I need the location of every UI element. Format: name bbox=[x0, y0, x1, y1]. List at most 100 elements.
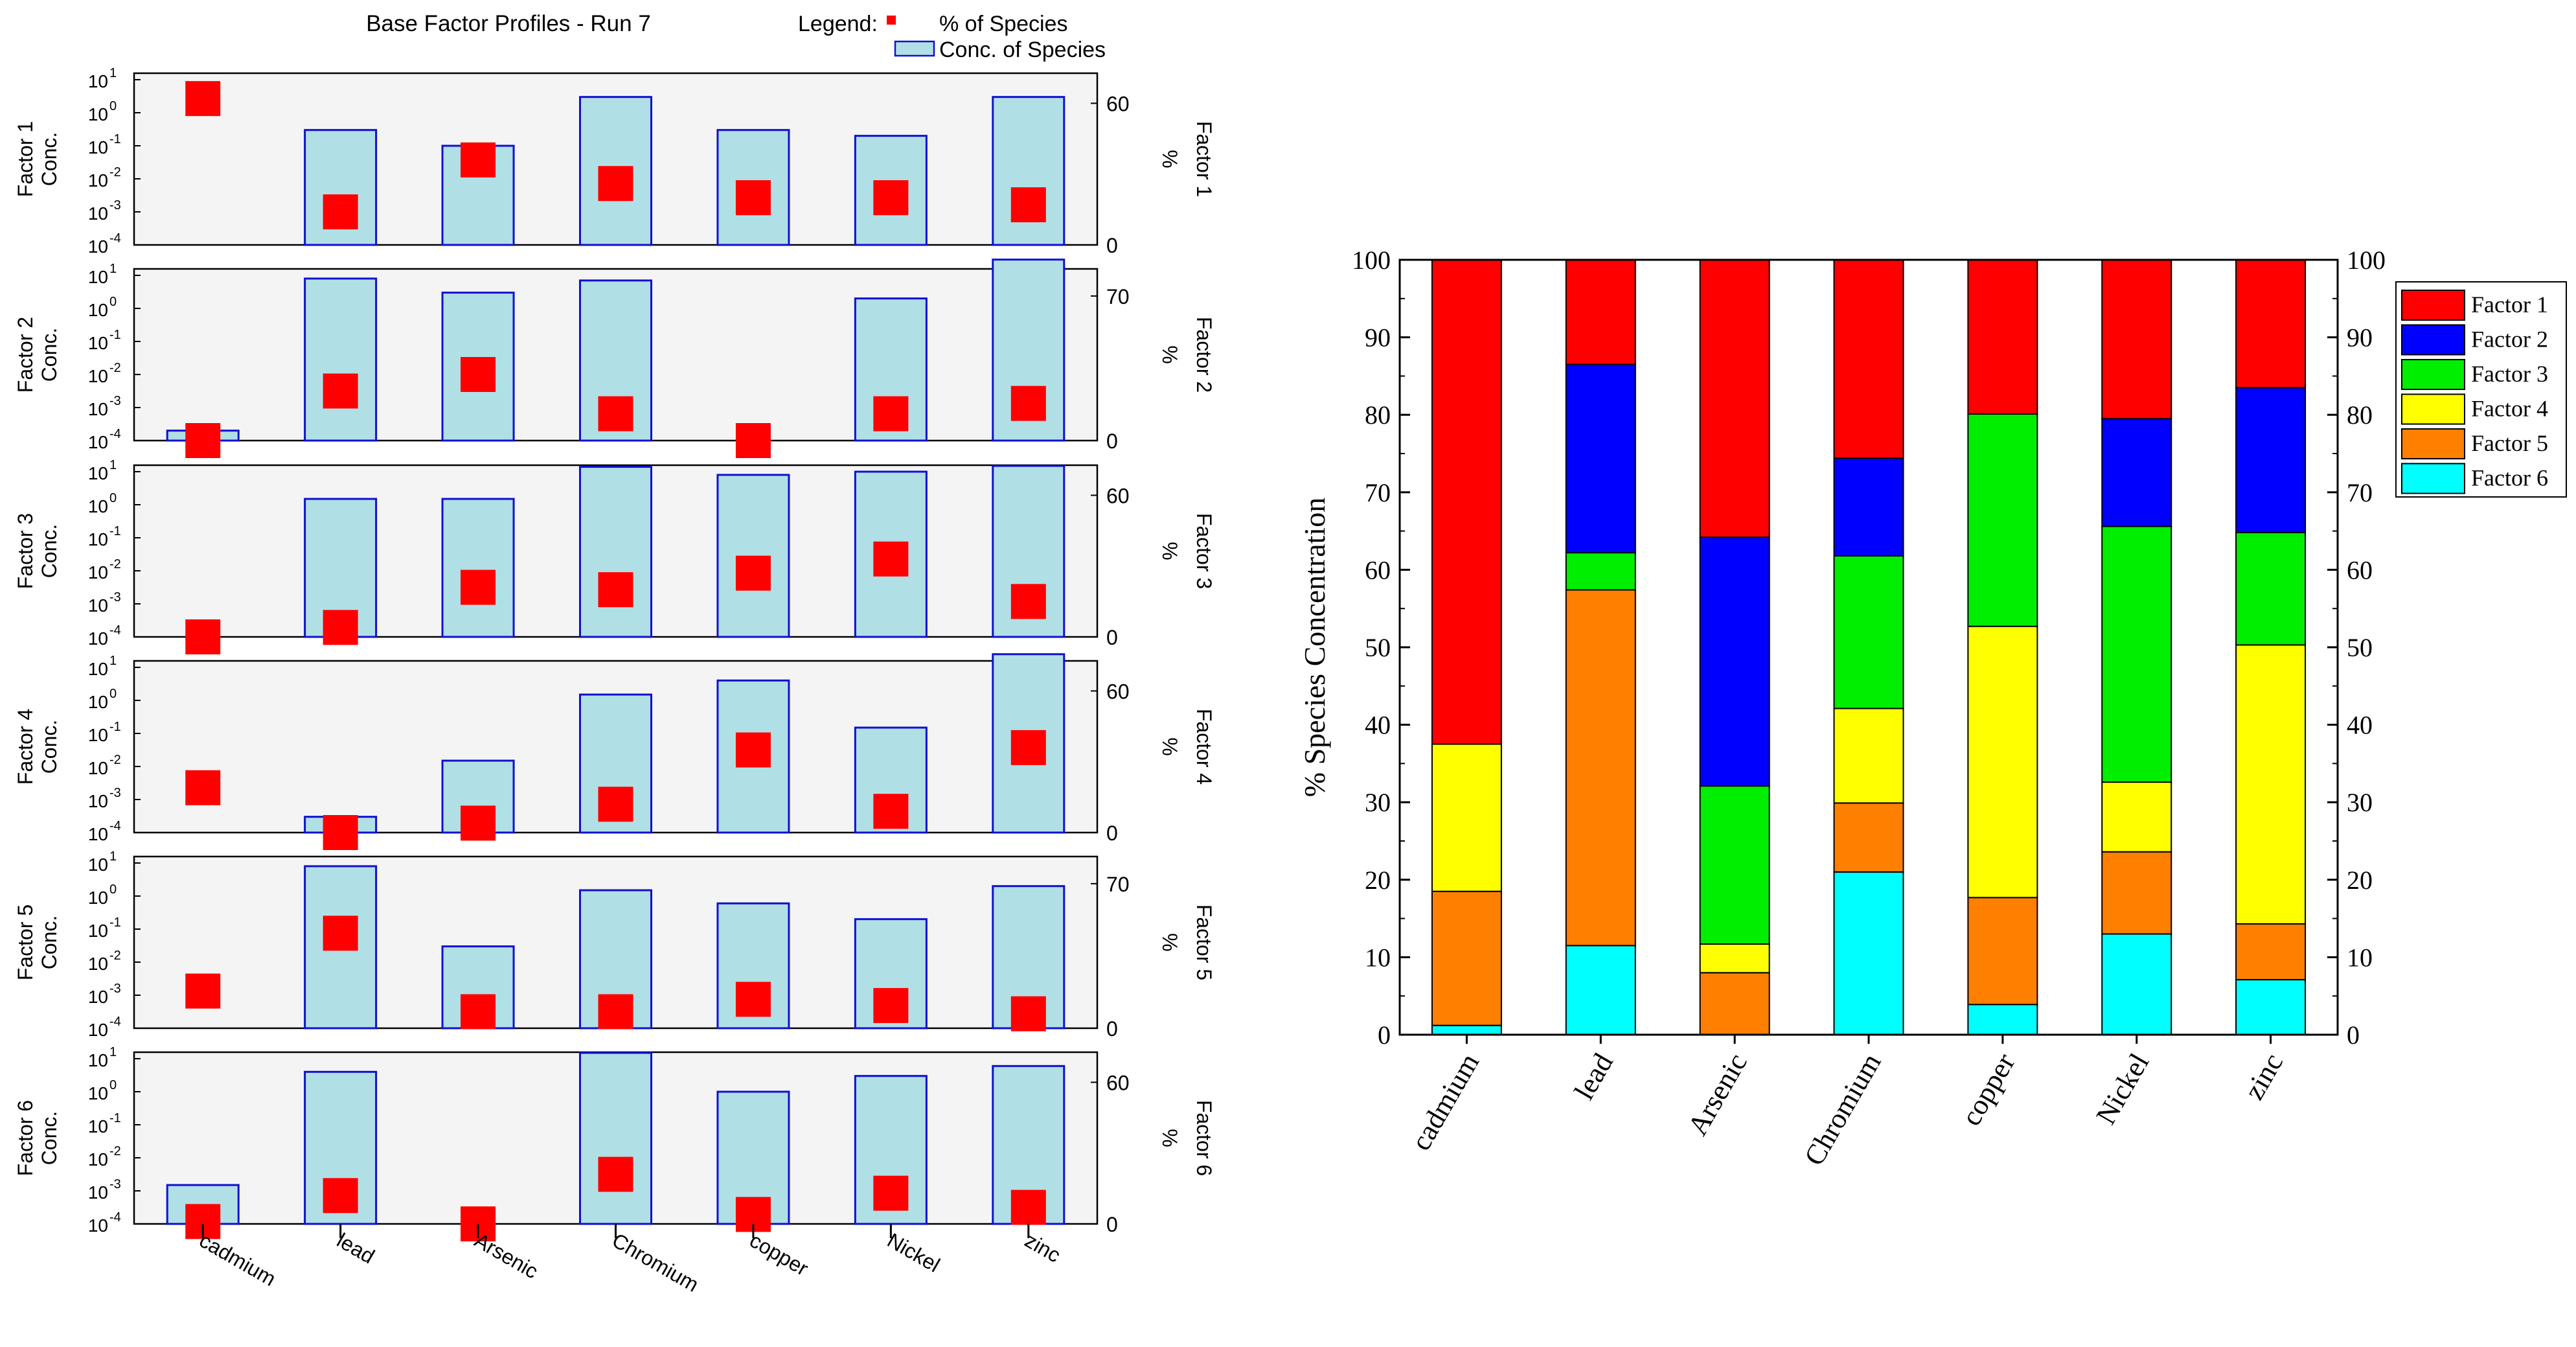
panel-right-label: Factor 2 bbox=[1192, 317, 1216, 393]
conc-bar bbox=[579, 1052, 652, 1225]
percent-marker bbox=[185, 619, 221, 654]
left-tick-exponent: 1 bbox=[109, 1045, 117, 1059]
percent-marker bbox=[598, 1157, 633, 1192]
left-tick-exponent: -3 bbox=[109, 982, 121, 996]
left-tick-label: 10 bbox=[88, 1149, 108, 1169]
left-tick-exponent: -3 bbox=[109, 394, 121, 408]
left-axis-tick-label: 0 bbox=[1378, 1020, 1391, 1050]
stack-segment bbox=[2101, 259, 2172, 420]
stack-segment bbox=[1699, 536, 1770, 787]
right-axis-tick-label: 50 bbox=[2347, 633, 2373, 662]
stack-segment bbox=[1565, 589, 1636, 947]
left-tick-exponent: -2 bbox=[109, 753, 121, 767]
stack-segment bbox=[2235, 387, 2307, 533]
percent-marker bbox=[185, 423, 221, 458]
left-tick-label: 10 bbox=[88, 954, 108, 974]
stack-segment bbox=[2101, 525, 2172, 783]
panel-right-unit: % bbox=[1158, 933, 1181, 951]
stack-segment bbox=[1565, 552, 1636, 591]
category-label: Nickel bbox=[2090, 1048, 2155, 1130]
left-tick-exponent: 0 bbox=[109, 687, 117, 701]
right-tick-label: 0 bbox=[1106, 234, 1118, 257]
left-tick-label: 10 bbox=[88, 1020, 108, 1040]
legend-percent-label: % of Species bbox=[939, 12, 1067, 36]
panel-ylabel-unit: Conc. bbox=[38, 1111, 61, 1166]
stack-segment bbox=[1833, 708, 1904, 804]
left-tick-label: 10 bbox=[88, 1116, 108, 1136]
conc-bar bbox=[579, 693, 652, 834]
category-label: copper bbox=[1955, 1048, 2021, 1131]
panel-right-label: Factor 5 bbox=[1192, 904, 1216, 980]
left-axis-tick-label: 100 bbox=[1352, 246, 1391, 275]
left-tick-label: 10 bbox=[88, 1050, 108, 1070]
factor-legend: Factor 1 Factor 2 Factor 3 Factor 4 Factor 5… bbox=[2395, 281, 2567, 498]
stack-segment bbox=[1431, 1024, 1502, 1035]
left-axis-tick-label: 60 bbox=[1365, 555, 1391, 584]
left-tick-exponent: -4 bbox=[109, 1210, 121, 1225]
left-tick-label: 10 bbox=[88, 758, 108, 778]
left-tick-exponent: -3 bbox=[109, 786, 121, 800]
left-tick-exponent: 1 bbox=[109, 458, 117, 472]
right-axis-tick-label: 10 bbox=[2347, 943, 2373, 972]
percent-marker bbox=[873, 180, 909, 216]
category-label: Arsenic bbox=[1681, 1048, 1753, 1141]
left-tick-label: 10 bbox=[88, 659, 108, 679]
stack-segment bbox=[1699, 259, 1770, 538]
left-tick-label: 10 bbox=[88, 987, 108, 1007]
left-axis-tick-label: 90 bbox=[1365, 323, 1391, 352]
left-tick-label: 10 bbox=[88, 921, 108, 941]
category-label: Chromium bbox=[1798, 1048, 1887, 1171]
left-tick-label: 10 bbox=[88, 888, 108, 908]
left-tick-exponent: -1 bbox=[109, 328, 121, 342]
left-tick-label: 10 bbox=[88, 628, 108, 649]
left-tick-label: 10 bbox=[88, 137, 108, 157]
conc-bar bbox=[992, 96, 1066, 246]
stack-segment bbox=[1833, 871, 1904, 1035]
panel-right-label: Factor 6 bbox=[1192, 1100, 1216, 1176]
left-tick-exponent: -1 bbox=[109, 524, 121, 538]
percent-marker bbox=[735, 423, 771, 458]
stack-segment bbox=[1967, 259, 2038, 415]
percent-marker bbox=[873, 987, 909, 1023]
stack-segment bbox=[2235, 259, 2307, 389]
percent-marker bbox=[735, 180, 771, 216]
left-tick-exponent: 0 bbox=[109, 99, 117, 113]
left-tick-label: 10 bbox=[88, 432, 108, 452]
right-axis-tick-label: 90 bbox=[2347, 323, 2373, 352]
left-axis-tick-label: 30 bbox=[1365, 788, 1391, 817]
category-label: copper bbox=[746, 1228, 812, 1280]
percent-marker bbox=[598, 787, 633, 822]
right-tick-label: 0 bbox=[1106, 1017, 1118, 1041]
left-axis-tick-label: 70 bbox=[1365, 478, 1391, 507]
percent-marker bbox=[1010, 584, 1046, 619]
left-tick-label: 10 bbox=[88, 725, 108, 745]
legend-entry: Factor 1 bbox=[2471, 292, 2548, 317]
percent-marker bbox=[873, 1175, 909, 1211]
left-tick-exponent: 0 bbox=[109, 882, 117, 897]
left-axis-tick-label: 10 bbox=[1365, 943, 1391, 972]
percent-marker bbox=[1010, 996, 1046, 1031]
conc-bar bbox=[304, 277, 378, 442]
right-tick-label: 0 bbox=[1106, 626, 1118, 649]
legend-swatch bbox=[2401, 463, 2465, 494]
legend-conc-label: Conc. of Species bbox=[939, 38, 1106, 62]
right-axis-tick-label: 60 bbox=[2347, 555, 2373, 584]
category-label: zinc bbox=[2238, 1048, 2289, 1105]
stack-segment bbox=[2235, 531, 2307, 646]
left-tick-exponent: 0 bbox=[109, 295, 117, 309]
left-tick-label: 10 bbox=[88, 399, 108, 419]
panel-ylabel: Factor 4 bbox=[14, 709, 37, 785]
left-tick-exponent: 1 bbox=[109, 66, 117, 80]
stack-segment bbox=[1699, 943, 1770, 974]
right-axis-tick-label: 20 bbox=[2347, 866, 2373, 895]
left-axis-tick-label: 40 bbox=[1365, 711, 1391, 740]
left-tick-exponent: 0 bbox=[109, 1078, 117, 1092]
left-tick-exponent: -3 bbox=[109, 590, 121, 604]
percent-marker bbox=[461, 570, 496, 605]
panel-ylabel-unit: Conc. bbox=[38, 915, 61, 970]
legend-conc-swatch bbox=[894, 40, 935, 57]
